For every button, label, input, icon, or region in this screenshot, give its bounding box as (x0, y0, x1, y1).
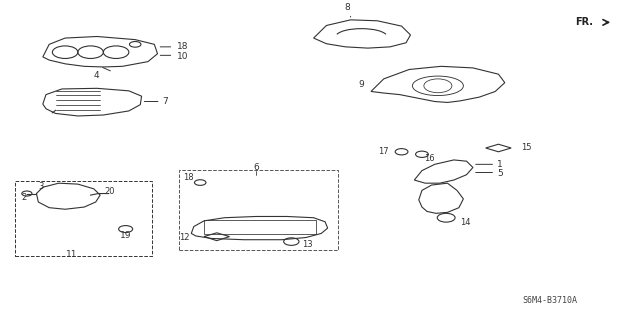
Text: 10: 10 (177, 52, 188, 62)
Text: 9: 9 (359, 80, 365, 89)
Text: 19: 19 (120, 232, 131, 241)
Text: 7: 7 (162, 97, 168, 106)
Text: S6M4-B3710A: S6M4-B3710A (522, 296, 577, 305)
Text: 18: 18 (183, 173, 194, 182)
Text: 11: 11 (66, 250, 77, 259)
Text: 6: 6 (253, 163, 259, 172)
Text: 3: 3 (38, 182, 44, 191)
Text: 18: 18 (177, 42, 188, 51)
Text: 5: 5 (497, 169, 503, 178)
Text: 8: 8 (344, 3, 350, 12)
Text: 13: 13 (302, 240, 313, 249)
Bar (204, 220, 316, 234)
Text: 12: 12 (179, 233, 189, 242)
Text: 17: 17 (378, 147, 389, 156)
Text: 15: 15 (521, 144, 531, 152)
Text: 20: 20 (104, 188, 115, 197)
Text: 1: 1 (497, 160, 503, 169)
Text: 16: 16 (424, 154, 435, 164)
Text: 2: 2 (22, 193, 27, 202)
Text: FR.: FR. (575, 17, 593, 27)
Text: 14: 14 (460, 218, 470, 227)
Text: 4: 4 (94, 70, 99, 80)
